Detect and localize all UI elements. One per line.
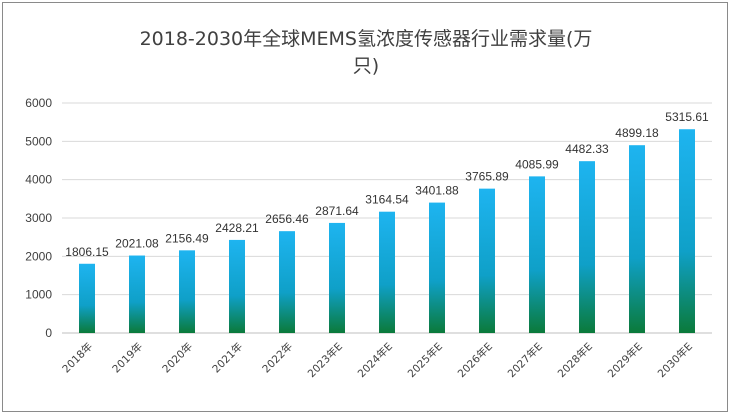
x-tick-label: 2021年 [210,340,246,376]
gridlines [62,102,712,334]
data-label: 4899.18 [615,126,659,140]
y-axis-ticks: 0 1000 2000 3000 4000 5000 6000 [25,96,52,340]
data-label: 2871.64 [315,204,359,218]
x-axis-ticks: 2018年 2019年 2020年 2021年 2022年 2023年E 2024年E 202… [60,340,696,380]
data-label: 3765.89 [465,170,509,184]
bar [379,211,395,333]
bar [429,202,445,333]
y-tick-label: 1000 [25,288,52,302]
x-tick-label: 2023年E [305,340,345,380]
data-label: 3164.54 [365,193,409,207]
data-label: 1806.15 [65,245,109,259]
bar [529,176,545,333]
x-tick-label: 2025年E [405,340,445,380]
bar [279,231,295,333]
data-label: 2428.21 [215,221,259,235]
x-tick-label: 2027年E [505,340,545,380]
data-label: 2656.46 [265,212,309,226]
bar [229,239,245,333]
data-label: 4085.99 [515,157,559,171]
bars [79,129,695,333]
x-tick-label: 2022年 [260,340,296,376]
chart-title-line2: 只) [353,55,379,77]
data-label: 2156.49 [165,231,209,245]
bar [179,250,195,333]
y-tick-label: 3000 [25,211,52,225]
bar [329,222,345,333]
data-label: 2021.08 [115,237,159,251]
data-label: 4482.33 [565,142,609,156]
chart-title-line1: 2018-2030年全球MEMS氢浓度传感器行业需求量(万 [140,28,593,50]
bar [129,255,145,333]
data-labels: 1806.15 2021.08 2156.49 2428.21 2656.46 2871.… [65,110,709,259]
y-tick-label: 4000 [25,173,52,187]
x-tick-label: 2020年 [160,340,196,376]
x-tick-label: 2030年E [655,340,695,380]
data-label: 5315.61 [665,110,709,124]
bar [479,188,495,333]
y-tick-label: 6000 [25,96,52,110]
x-tick-label: 2029年E [605,340,645,380]
x-tick-label: 2019年 [110,340,146,376]
y-tick-label: 0 [45,326,52,340]
x-tick-label: 2028年E [555,340,595,380]
bar [79,263,95,333]
bar [579,161,595,333]
y-tick-label: 2000 [25,249,52,263]
chart-frame [2,2,728,412]
x-tick-label: 2024年E [355,340,395,380]
y-tick-label: 5000 [25,134,52,148]
bar [679,129,695,333]
bar [629,145,645,333]
x-tick-label: 2018年 [60,340,96,376]
x-tick-label: 2026年E [455,340,495,380]
data-label: 3401.88 [415,184,459,198]
